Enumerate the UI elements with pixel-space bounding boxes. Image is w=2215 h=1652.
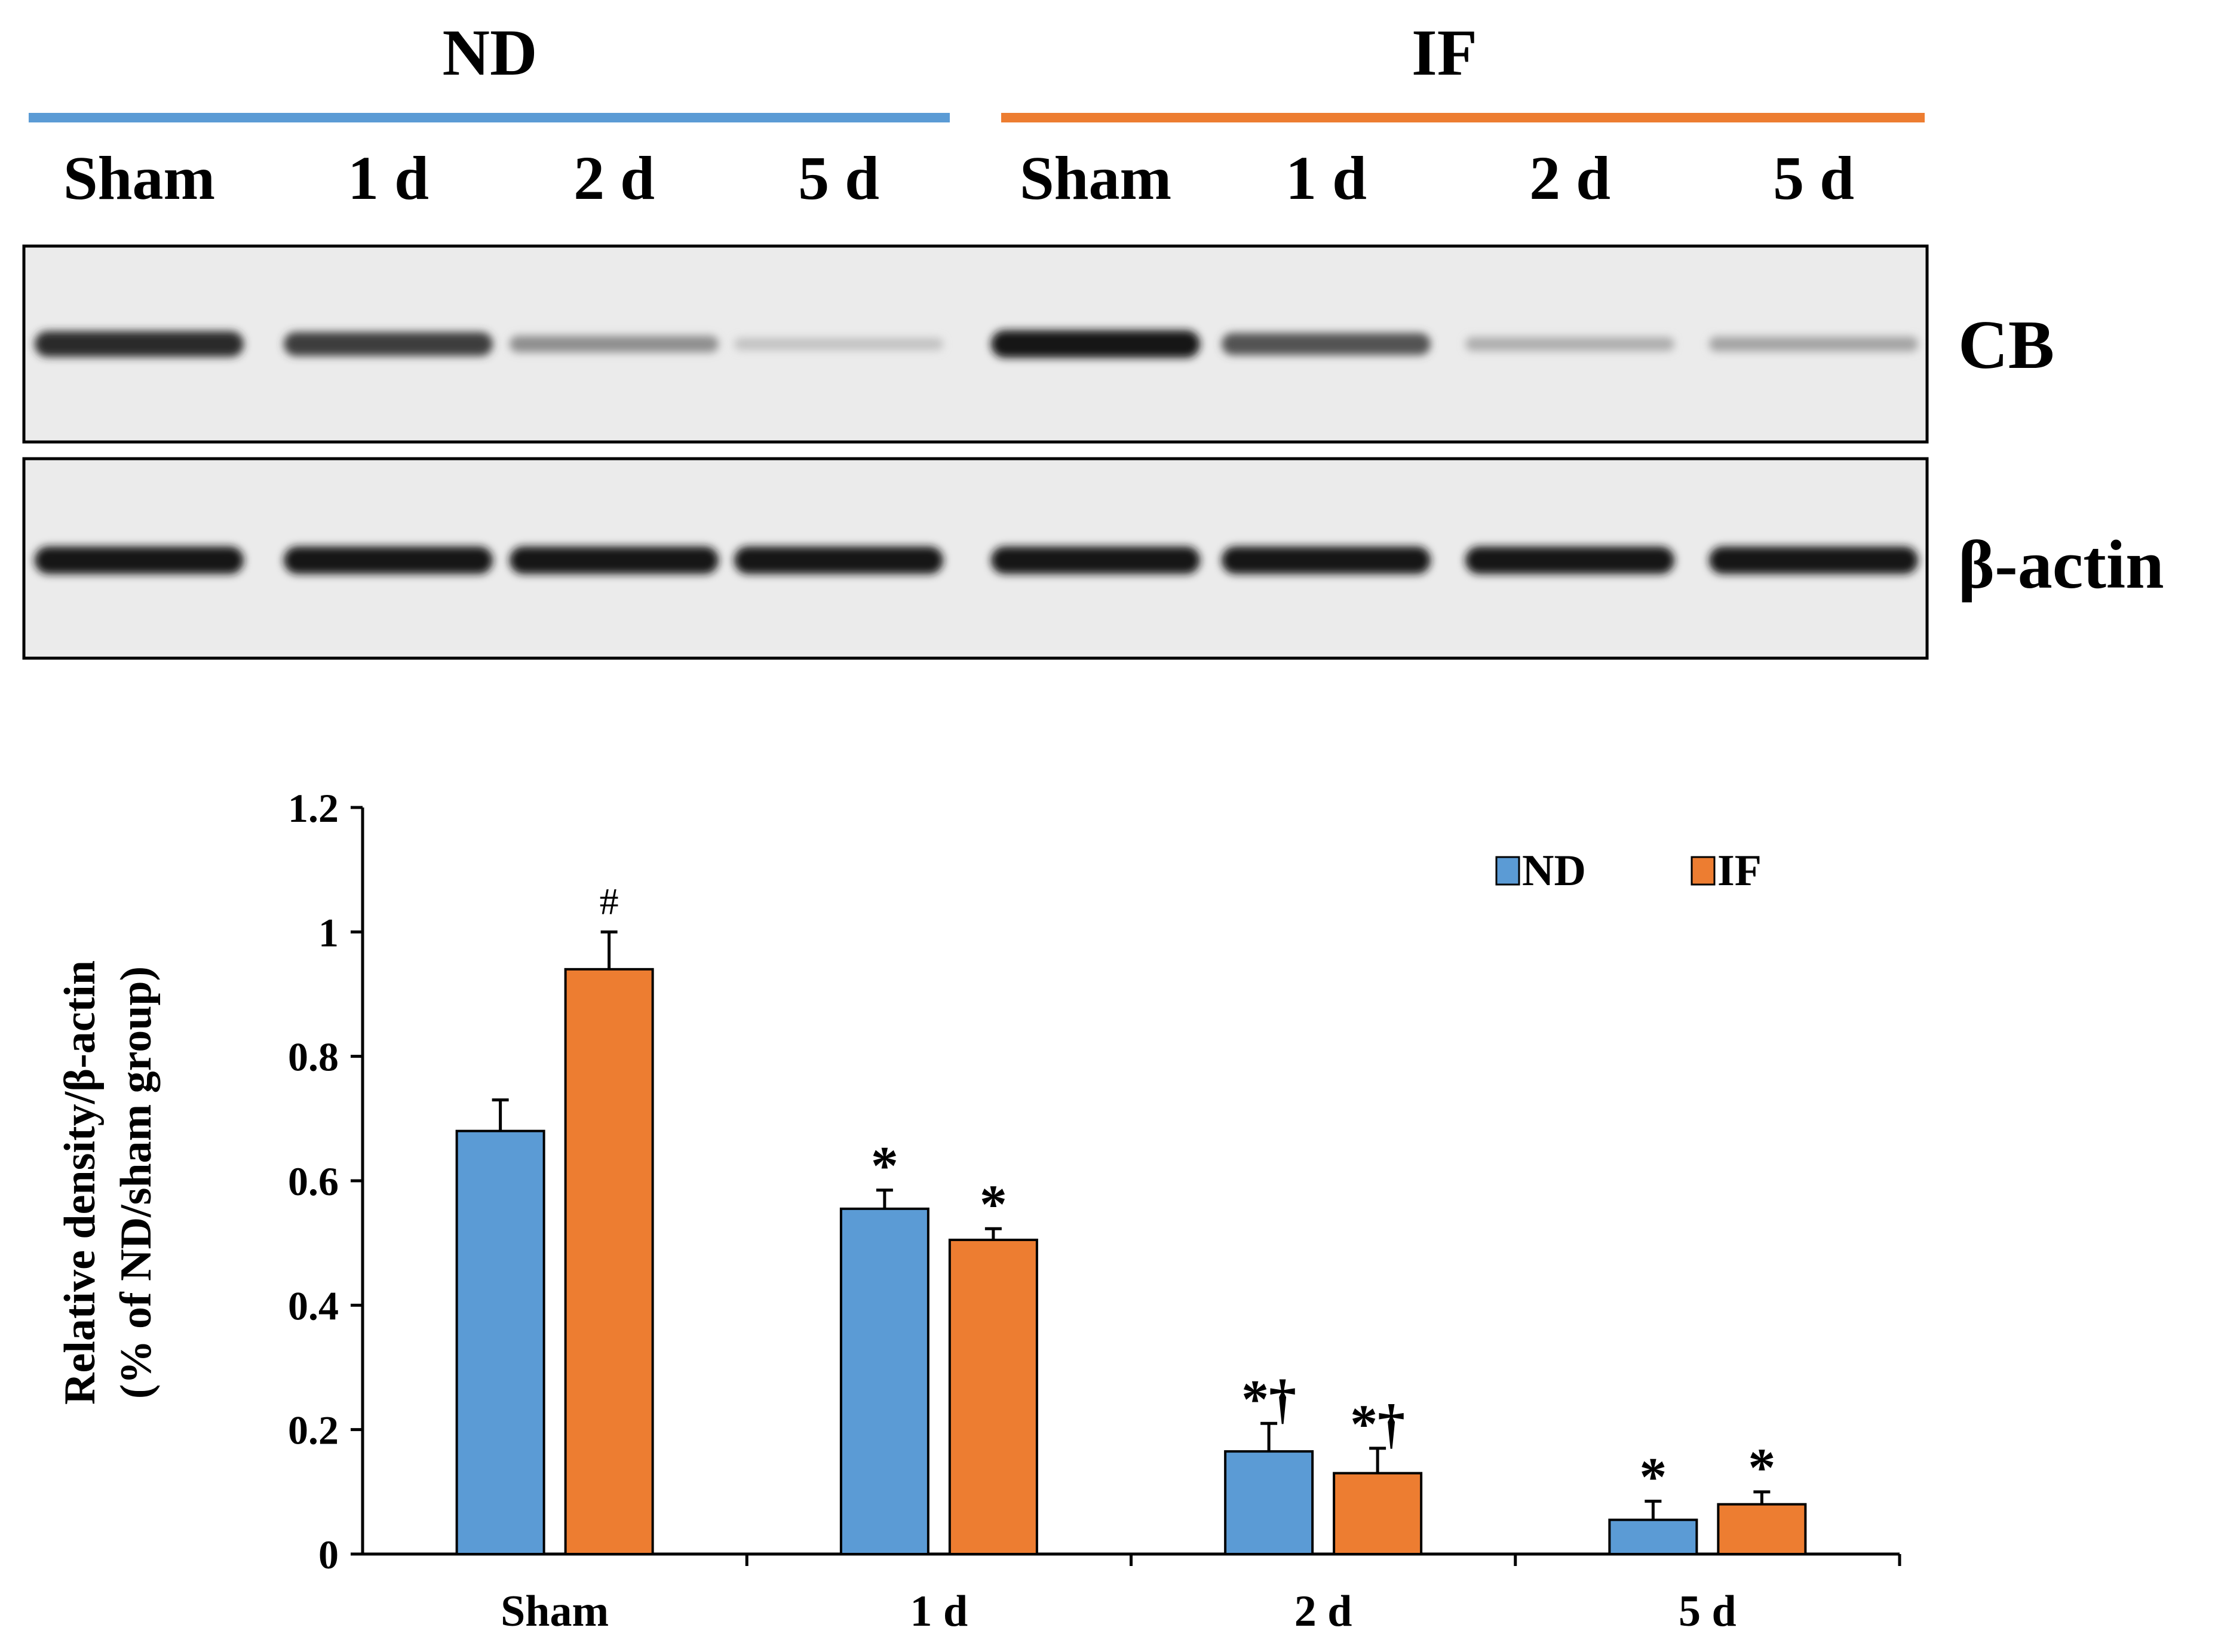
y-tick-label: 0 <box>318 1532 339 1577</box>
significance-mark: * <box>1748 1437 1775 1498</box>
bar-nd <box>1224 1450 1314 1555</box>
significance-mark: *† <box>1241 1368 1296 1429</box>
blot-band <box>35 331 244 357</box>
y-tick-label: 1.2 <box>288 785 339 831</box>
group-label-nd: ND <box>443 16 538 89</box>
x-tick-label: Sham <box>501 1587 609 1636</box>
significance-mark: # <box>600 880 619 922</box>
significance-mark: * <box>980 1174 1007 1235</box>
blot-band <box>734 337 943 351</box>
y-tick-label: 0.2 <box>288 1408 339 1453</box>
y-tick-labels: 0 0.2 0.4 0.6 0.8 1 1.2 <box>288 785 339 1577</box>
legend-swatch-nd <box>1495 856 1520 886</box>
lane-label: 5 d <box>798 144 879 213</box>
blot-band <box>284 546 493 574</box>
bands-cb <box>35 330 1918 358</box>
legend-label-nd: ND <box>1522 846 1586 895</box>
error-bars <box>492 930 1771 1520</box>
bar-nd <box>1608 1518 1698 1555</box>
row-label-actin: β-actin <box>1958 527 2164 603</box>
bar-nd <box>455 1129 545 1555</box>
y-tick-label: 0.4 <box>288 1283 339 1328</box>
legend-swatch-if <box>1691 856 1716 886</box>
y-tick-label: 0.8 <box>288 1034 339 1080</box>
lane-label: 5 d <box>1773 144 1854 213</box>
lane-label: 1 d <box>348 144 429 213</box>
blot-band <box>510 546 719 574</box>
x-tick-labels: Sham 1 d 2 d 5 d <box>501 1587 1737 1636</box>
legend-label-if: IF <box>1717 846 1762 895</box>
x-tick-label: 1 d <box>910 1587 968 1636</box>
lane-label: 1 d <box>1286 144 1367 213</box>
group-label-if: IF <box>1412 16 1477 89</box>
lane-labels: Sham 1 d 2 d 5 d Sham 1 d 2 d 5 d <box>63 144 1854 213</box>
blot-band <box>1709 546 1918 574</box>
x-tick-label: 5 d <box>1679 1587 1737 1636</box>
bar-if <box>948 1238 1038 1555</box>
blot-band <box>991 330 1200 358</box>
significance-mark: * <box>871 1135 898 1196</box>
blot-band <box>1465 546 1674 574</box>
legend: ND IF <box>1495 846 1762 895</box>
significance-mark: *† <box>1350 1393 1405 1454</box>
bar-nd <box>839 1207 929 1555</box>
x-tick-label: 2 d <box>1294 1587 1352 1636</box>
bar-if <box>1717 1503 1807 1556</box>
blot-band <box>510 336 719 352</box>
blot-band <box>1222 546 1431 574</box>
bar-if <box>564 968 654 1556</box>
lane-label: Sham <box>1020 144 1171 213</box>
lane-label: 2 d <box>573 144 655 213</box>
bands-actin <box>35 546 1918 574</box>
bar-chart: 0 0.2 0.4 0.6 0.8 1 1.2 * *† * # * *† * Sham 1 d 2 d 5 … <box>56 785 1901 1636</box>
y-axis-title-line-2: (% of ND/sham group) <box>112 966 161 1399</box>
significance-marks: * *† * # * *† * <box>600 880 1776 1507</box>
y-axis-title-line-1: Relative density/β-actin <box>56 960 105 1405</box>
blot-band <box>991 546 1200 574</box>
blot-band <box>1222 333 1431 355</box>
y-tick-label: 1 <box>318 910 339 955</box>
blot-band <box>35 546 244 574</box>
y-tick-label: 0.6 <box>288 1159 339 1204</box>
lane-label: Sham <box>63 144 215 213</box>
western-blot: ND IF Sham 1 d 2 d 5 d Sham 1 d 2 d 5 d … <box>22 16 2164 660</box>
chart-bars <box>455 968 1807 1556</box>
bar-if <box>1333 1472 1423 1555</box>
blot-band <box>734 546 943 574</box>
row-label-cb: CB <box>1958 307 2054 383</box>
blot-band <box>284 332 493 356</box>
significance-mark: * <box>1639 1446 1667 1507</box>
blot-band <box>1465 337 1674 351</box>
blot-band <box>1709 336 1918 352</box>
lane-label: 2 d <box>1529 144 1610 213</box>
